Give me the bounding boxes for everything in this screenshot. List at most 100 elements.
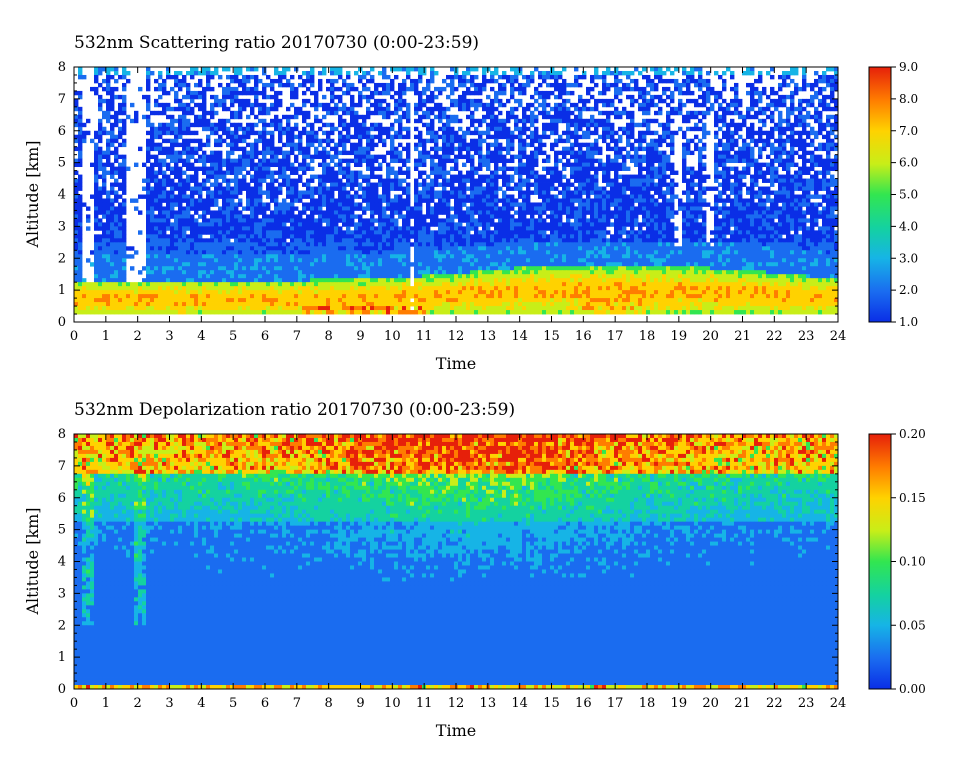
heat-cell xyxy=(122,162,127,168)
heat-cell xyxy=(214,142,219,148)
heat-cell xyxy=(586,198,591,203)
heat-cell xyxy=(118,94,123,100)
heat-cell xyxy=(250,194,255,199)
heat-cell xyxy=(202,162,207,168)
heat-cell xyxy=(618,166,623,171)
heat-cell xyxy=(718,206,723,211)
heat-cell xyxy=(778,190,783,195)
heat-cell xyxy=(182,78,187,84)
heat-cell xyxy=(550,130,555,136)
heat-cell xyxy=(706,186,711,191)
heat-cell xyxy=(610,102,615,108)
heat-cell xyxy=(494,106,499,112)
heat-cell xyxy=(690,114,695,120)
heat-cell xyxy=(810,86,815,92)
heat-cell xyxy=(818,122,823,128)
heat-cell xyxy=(786,174,791,179)
heat-cell xyxy=(606,67,611,72)
heat-cell xyxy=(530,114,535,120)
heat-cell xyxy=(326,142,331,148)
heat-cell xyxy=(158,186,163,191)
heat-cell xyxy=(350,82,355,88)
heat-cell xyxy=(318,174,323,179)
heat-cell xyxy=(606,210,611,215)
heat-cell xyxy=(242,166,247,171)
heat-cell xyxy=(454,166,459,171)
heat-cell xyxy=(334,78,339,84)
heat-cell xyxy=(82,74,87,80)
heat-cell xyxy=(778,146,783,152)
heat-cell xyxy=(634,218,639,223)
heat-cell xyxy=(574,82,579,88)
heat-cell xyxy=(158,110,163,116)
heat-cell xyxy=(494,186,499,191)
heat-cell xyxy=(474,186,479,191)
heat-cell xyxy=(494,126,499,132)
heat-cell xyxy=(370,134,375,140)
heat-cell xyxy=(542,134,547,140)
heat-cell xyxy=(406,190,411,195)
heat-cell xyxy=(810,98,815,104)
heat-cell xyxy=(614,154,619,160)
heat-cell xyxy=(830,126,835,132)
heat-cell xyxy=(74,146,79,152)
heat-cell xyxy=(390,206,395,211)
heat-cell xyxy=(430,146,435,152)
heat-cell xyxy=(342,146,347,152)
heat-cell xyxy=(826,130,831,136)
heat-cell xyxy=(510,82,515,88)
heat-cell xyxy=(274,154,279,160)
heat-cell xyxy=(246,114,251,120)
heat-cell xyxy=(290,142,295,148)
heat-cell xyxy=(166,126,171,132)
heat-cell xyxy=(162,222,167,227)
heat-cell xyxy=(406,118,411,124)
heat-cell xyxy=(654,110,659,116)
heat-cell xyxy=(582,166,587,171)
heat-cell xyxy=(246,130,251,136)
heat-cell xyxy=(558,202,563,207)
heat-cell xyxy=(574,206,579,211)
heat-cell xyxy=(626,186,631,191)
heat-cell xyxy=(198,166,203,171)
heat-cell xyxy=(814,114,819,120)
heat-cell xyxy=(518,154,523,160)
heat-cell xyxy=(486,94,491,100)
heat-cell xyxy=(258,170,263,175)
heat-cell xyxy=(494,67,499,72)
heat-cell xyxy=(470,74,475,80)
heat-cell xyxy=(634,206,639,211)
heat-cell xyxy=(734,154,739,160)
heat-cell xyxy=(170,182,175,187)
heat-cell xyxy=(366,130,371,136)
heat-cell xyxy=(294,126,299,132)
heat-cell xyxy=(726,214,731,219)
heat-cell xyxy=(290,178,295,183)
heat-cell xyxy=(810,154,815,160)
heat-cell xyxy=(570,198,575,203)
heat-cell xyxy=(390,142,395,148)
heat-cell xyxy=(550,82,555,88)
heat-cell xyxy=(630,174,635,179)
heat-cell xyxy=(662,130,667,136)
heat-cell xyxy=(282,126,287,132)
heat-cell xyxy=(118,134,123,140)
heat-cell xyxy=(822,198,827,203)
heat-cell xyxy=(330,222,335,227)
heat-cell xyxy=(174,202,179,207)
heat-cell xyxy=(262,206,267,211)
heat-cell xyxy=(518,86,523,92)
heat-cell xyxy=(110,210,115,215)
heat-cell xyxy=(270,150,275,156)
heat-cell xyxy=(214,214,219,219)
heat-cell xyxy=(242,90,247,96)
heat-cell xyxy=(234,130,239,136)
heat-cell xyxy=(494,158,499,164)
heat-cell xyxy=(542,158,547,164)
heat-cell xyxy=(194,174,199,179)
heat-cell xyxy=(690,178,695,183)
heat-cell xyxy=(274,70,279,76)
heat-cell xyxy=(242,78,247,84)
heat-cell xyxy=(722,214,727,219)
heat-cell xyxy=(462,198,467,203)
